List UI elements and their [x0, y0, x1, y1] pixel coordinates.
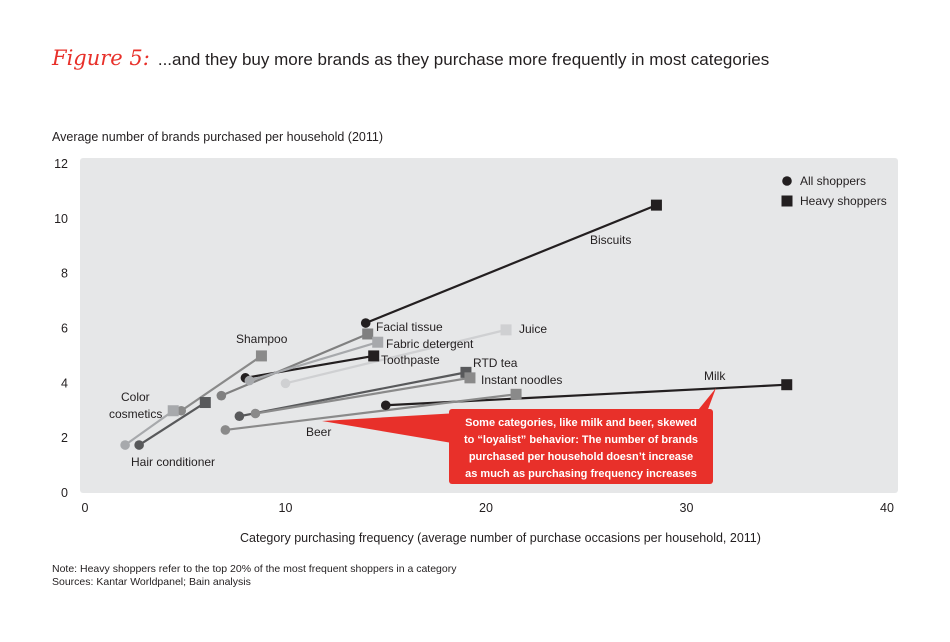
footnotes: Note: Heavy shoppers refer to the top 20…: [52, 563, 456, 589]
line-instant-noodles: [255, 376, 471, 415]
point-heavy-instant-noodles: [464, 372, 476, 384]
callout-text-line: as much as purchasing frequency increase…: [465, 468, 697, 480]
line-shampoo: [180, 355, 263, 412]
figure-title-text: ...and they buy more brands as they purc…: [157, 50, 770, 69]
footnote-note: Note: Heavy shoppers refer to the top 20…: [52, 563, 457, 575]
figure-title: Figure 5: ...and they buy more brands as …: [52, 46, 769, 70]
y-tick-label: 10: [54, 212, 68, 226]
callout-text-line: purchased per household doesn’t increase: [469, 451, 693, 463]
x-tick-label: 30: [680, 501, 694, 515]
line-biscuits: [365, 204, 657, 325]
category-label: Hair conditioner: [131, 455, 215, 469]
callout: Some categories, like milk and beer, ske…: [322, 388, 716, 484]
axis-ticks: 0 2 4 6 8 10 12 0 10 20 30 40: [54, 157, 894, 515]
point-heavy-fabric-detergent: [372, 336, 384, 348]
category-label: cosmetics: [109, 407, 162, 421]
category-label: Beer: [306, 425, 331, 439]
category-lines: [124, 204, 787, 446]
category-label: Milk: [704, 369, 726, 383]
y-tick-label: 12: [54, 157, 68, 171]
point-heavy-milk: [781, 379, 793, 391]
x-tick-label: 0: [82, 501, 89, 515]
category-label: Juice: [519, 322, 547, 336]
callout-text-line: Some categories, like milk and beer, ske…: [465, 417, 697, 429]
point-all-hair-conditioner: [134, 440, 144, 450]
point-all-juice: [280, 378, 291, 389]
category-label: RTD tea: [473, 356, 518, 370]
point-heavy-hair-conditioner: [199, 397, 211, 409]
x-tick-label: 10: [279, 501, 293, 515]
legend: All shoppers Heavy shoppers: [781, 174, 887, 208]
legend-label: All shoppers: [800, 174, 866, 188]
callout-pointer-beer: [322, 413, 458, 444]
category-label: Instant noodles: [481, 373, 562, 387]
legend-marker-circle: [782, 176, 792, 186]
x-tick-label: 20: [479, 501, 493, 515]
category-label: Biscuits: [590, 233, 631, 247]
category-label: Facial tissue: [376, 320, 443, 334]
line-facial-tissue: [220, 332, 369, 397]
legend-label: Heavy shoppers: [800, 194, 887, 208]
category-label: Toothpaste: [381, 353, 440, 367]
y-tick-label: 4: [61, 376, 68, 390]
line-beer: [225, 393, 517, 432]
line-hair-conditioner: [138, 401, 206, 446]
point-heavy-color-cosmetics: [167, 405, 179, 417]
point-all-rtd-tea: [234, 411, 245, 422]
point-all-milk: [380, 400, 391, 411]
y-tick-label: 0: [61, 486, 68, 500]
y-tick-label: 6: [61, 322, 68, 336]
point-heavy-juice: [500, 324, 512, 336]
category-markers: [120, 199, 793, 450]
footnote-sources: Sources: Kantar Worldpanel; Bain analysi…: [52, 576, 251, 588]
point-heavy-toothpaste: [368, 350, 380, 362]
y-tick-label: 2: [61, 431, 68, 445]
point-all-shampoo: [176, 405, 187, 416]
point-all-color-cosmetics: [120, 440, 130, 450]
point-all-biscuits: [360, 318, 371, 328]
point-heavy-biscuits: [650, 199, 662, 211]
point-all-beer: [220, 425, 231, 435]
y-axis-title: Average number of brands purchased per h…: [52, 130, 384, 144]
figure-label: Figure 5:: [52, 46, 150, 70]
line-color-cosmetics: [124, 409, 174, 446]
legend-marker-square: [781, 195, 793, 207]
line-juice: [285, 328, 507, 385]
point-heavy-beer: [510, 388, 522, 400]
point-heavy-facial-tissue: [362, 328, 374, 340]
point-all-facial-tissue: [216, 390, 227, 401]
callout-text-line: to “loyalist” behavior: The number of br…: [464, 434, 698, 446]
point-heavy-shampoo: [255, 350, 267, 362]
x-axis-title: Category purchasing frequency (average n…: [240, 531, 761, 545]
category-label: Fabric detergent: [386, 337, 474, 351]
x-tick-label: 40: [880, 501, 894, 515]
point-all-fabric-detergent: [244, 375, 255, 386]
line-toothpaste: [245, 354, 374, 379]
point-all-instant-noodles: [250, 408, 261, 419]
category-labels: Biscuits Milk Toothpaste RTD tea Facial tiss…: [109, 233, 726, 469]
category-label: Color: [121, 390, 150, 404]
line-fabric-detergent: [249, 341, 379, 382]
callout-box: [449, 409, 713, 484]
y-tick-label: 8: [61, 267, 68, 281]
category-label: Shampoo: [236, 332, 288, 346]
